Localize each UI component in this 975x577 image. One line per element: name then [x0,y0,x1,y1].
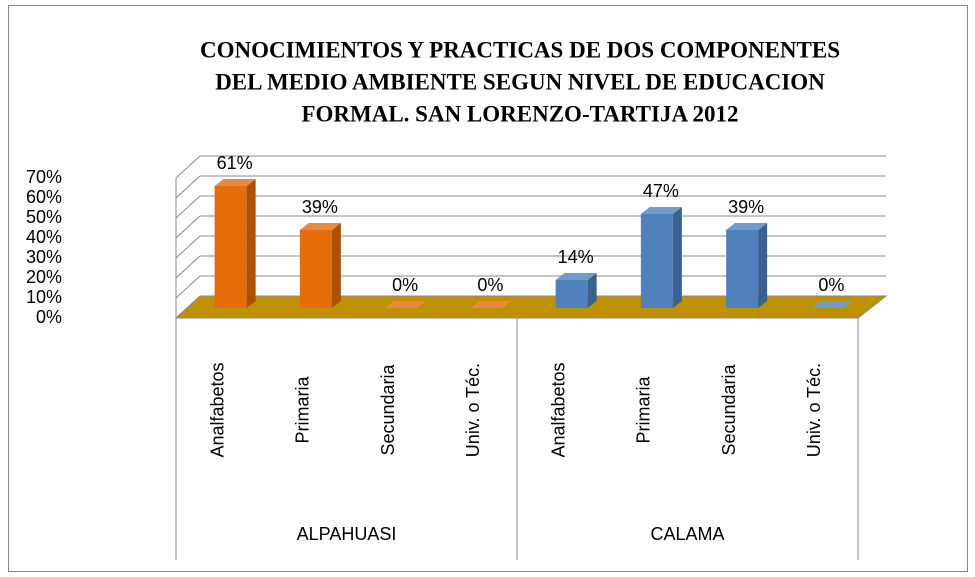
x-tick-label: Univ. o Téc. [804,363,824,457]
bar-top [299,223,341,230]
x-tick-label: Analfabetos [548,362,568,457]
y-tick-label: 10% [26,287,62,307]
value-label: 0% [392,275,418,295]
value-label: 39% [728,197,764,217]
bar-top [555,273,597,280]
bar-top [726,223,768,230]
x-tick-label: Secundaria [378,363,398,455]
group-label: ALPAHUASI [297,524,397,544]
x-tick-label: Secundaria [719,363,739,455]
value-label: 14% [558,247,594,267]
bar-side [672,207,682,308]
value-label: 47% [643,181,679,201]
y-tick-label: 70% [26,167,62,187]
y-tick-label: 20% [26,267,62,287]
chart-title: CONOCIMIENTOS Y PRACTICAS DE DOS COMPONE… [200,37,840,62]
grid-line [175,195,886,219]
y-tick-label: 0% [36,307,62,327]
bar-top [470,301,512,308]
value-label: 0% [818,275,844,295]
x-tick-label: Primaria [634,376,654,444]
grid-line [175,155,886,179]
value-label: 61% [217,153,253,173]
floor [174,295,888,319]
chart-frame [8,5,968,572]
value-label: 0% [477,275,503,295]
bar-front [726,230,759,308]
bar-front [555,280,588,308]
x-tick-label: Univ. o Téc. [463,363,483,457]
bar-side [758,223,768,308]
bar-top [811,301,853,308]
bar-top [214,179,256,186]
y-tick-label: 30% [26,247,62,267]
value-label: 39% [302,197,338,217]
bar-top [385,301,427,308]
chart-title: DEL MEDIO AMBIENTE SEGUN NIVEL DE EDUCAC… [215,69,825,94]
y-tick-label: 50% [26,207,62,227]
x-tick-label: Primaria [293,376,313,444]
bar-top [640,207,682,214]
chart-title: FORMAL. SAN LORENZO-TARTIJA 2012 [301,101,738,126]
group-label: CALAMA [650,524,724,544]
bar-front [299,230,332,308]
bar-front [640,214,673,308]
bar-side [246,179,256,308]
x-tick-label: Analfabetos [207,362,227,457]
y-tick-label: 40% [26,227,62,247]
grid-line [175,175,886,199]
y-tick-label: 60% [26,187,62,207]
bar-side [587,273,597,308]
bar-side [331,223,341,308]
bar-front [214,186,247,308]
